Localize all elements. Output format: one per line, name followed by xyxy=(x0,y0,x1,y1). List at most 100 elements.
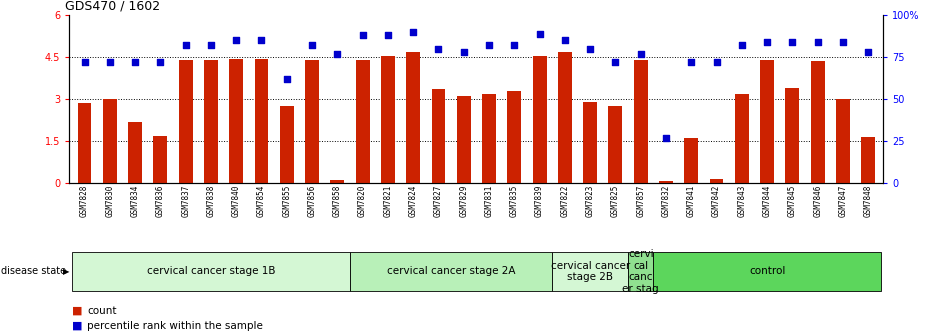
Point xyxy=(431,46,446,51)
Point xyxy=(228,38,243,43)
Point xyxy=(810,39,825,45)
Bar xyxy=(305,60,319,183)
Bar xyxy=(552,252,628,291)
Bar xyxy=(204,60,218,183)
Point xyxy=(103,59,117,65)
Point xyxy=(330,51,345,56)
Text: percentile rank within the sample: percentile rank within the sample xyxy=(87,321,263,331)
Point xyxy=(734,43,749,48)
Text: GSM7834: GSM7834 xyxy=(130,184,140,217)
Text: GSM7857: GSM7857 xyxy=(636,184,646,217)
Text: GSM7843: GSM7843 xyxy=(737,184,746,217)
Point xyxy=(785,39,800,45)
Point xyxy=(558,38,573,43)
Bar xyxy=(280,106,294,183)
Bar xyxy=(406,51,420,183)
Text: GSM7858: GSM7858 xyxy=(333,184,342,217)
Bar xyxy=(836,99,850,183)
Point xyxy=(608,59,623,65)
Text: control: control xyxy=(749,266,785,276)
Bar xyxy=(103,99,117,183)
Point xyxy=(279,76,294,82)
Text: GSM7847: GSM7847 xyxy=(838,184,847,217)
Text: cervi
cal
canc
er stag: cervi cal canc er stag xyxy=(623,249,659,294)
Text: GSM7828: GSM7828 xyxy=(80,184,89,217)
Text: GSM7832: GSM7832 xyxy=(661,184,671,217)
Bar xyxy=(330,180,344,183)
Point xyxy=(406,29,421,35)
Text: GSM7836: GSM7836 xyxy=(156,184,165,217)
Text: GSM7822: GSM7822 xyxy=(561,184,570,217)
Bar xyxy=(254,58,268,183)
Bar xyxy=(229,58,243,183)
Text: GSM7830: GSM7830 xyxy=(105,184,115,217)
Bar xyxy=(810,61,824,183)
Bar xyxy=(861,137,875,183)
Text: GSM7838: GSM7838 xyxy=(206,184,216,217)
Point xyxy=(128,59,142,65)
Text: ■: ■ xyxy=(72,321,82,331)
Point xyxy=(507,43,522,48)
Text: GSM7839: GSM7839 xyxy=(535,184,544,217)
Text: GSM7844: GSM7844 xyxy=(762,184,771,217)
Point xyxy=(254,38,269,43)
Text: GDS470 / 1602: GDS470 / 1602 xyxy=(66,0,160,12)
Bar xyxy=(129,122,142,183)
Bar xyxy=(609,106,623,183)
Text: GSM7848: GSM7848 xyxy=(864,184,872,217)
Text: GSM7842: GSM7842 xyxy=(712,184,721,217)
Text: GSM7845: GSM7845 xyxy=(788,184,796,217)
Point xyxy=(583,46,598,51)
Text: GSM7827: GSM7827 xyxy=(434,184,443,217)
Bar xyxy=(457,96,471,183)
Bar xyxy=(583,102,597,183)
Text: GSM7835: GSM7835 xyxy=(510,184,519,217)
Text: GSM7855: GSM7855 xyxy=(282,184,291,217)
Text: GSM7840: GSM7840 xyxy=(232,184,241,217)
Point xyxy=(634,51,648,56)
Text: GSM7831: GSM7831 xyxy=(485,184,494,217)
Bar xyxy=(760,60,774,183)
Bar xyxy=(785,88,799,183)
Point xyxy=(684,59,698,65)
Text: GSM7823: GSM7823 xyxy=(586,184,595,217)
Bar xyxy=(179,60,192,183)
Point xyxy=(153,59,167,65)
Text: GSM7821: GSM7821 xyxy=(383,184,392,217)
Point xyxy=(380,33,395,38)
Bar xyxy=(431,89,446,183)
Point xyxy=(709,59,724,65)
Text: GSM7829: GSM7829 xyxy=(459,184,468,217)
Bar xyxy=(628,252,653,291)
Point xyxy=(355,33,370,38)
Text: ▶: ▶ xyxy=(63,267,69,276)
Bar xyxy=(684,138,698,183)
Point xyxy=(532,31,547,36)
Point xyxy=(482,43,497,48)
Text: GSM7837: GSM7837 xyxy=(181,184,191,217)
Point xyxy=(77,59,92,65)
Bar xyxy=(350,252,552,291)
Bar xyxy=(634,60,647,183)
Text: GSM7841: GSM7841 xyxy=(686,184,696,217)
Text: GSM7854: GSM7854 xyxy=(257,184,266,217)
Point xyxy=(204,43,218,48)
Bar xyxy=(558,51,572,183)
Text: cervical cancer stage 2A: cervical cancer stage 2A xyxy=(387,266,515,276)
Bar xyxy=(709,179,723,183)
Text: cervical cancer
stage 2B: cervical cancer stage 2B xyxy=(550,260,630,282)
Bar xyxy=(154,135,167,183)
Text: GSM7820: GSM7820 xyxy=(358,184,367,217)
Text: GSM7825: GSM7825 xyxy=(610,184,620,217)
Bar xyxy=(482,93,496,183)
Point xyxy=(861,49,876,55)
Text: disease state: disease state xyxy=(1,266,66,277)
Bar xyxy=(381,56,395,183)
Text: count: count xyxy=(87,306,117,316)
Point xyxy=(659,135,673,140)
Bar xyxy=(653,252,881,291)
Bar xyxy=(356,60,370,183)
Bar xyxy=(507,91,522,183)
Bar xyxy=(659,181,672,183)
Text: ■: ■ xyxy=(72,306,82,316)
